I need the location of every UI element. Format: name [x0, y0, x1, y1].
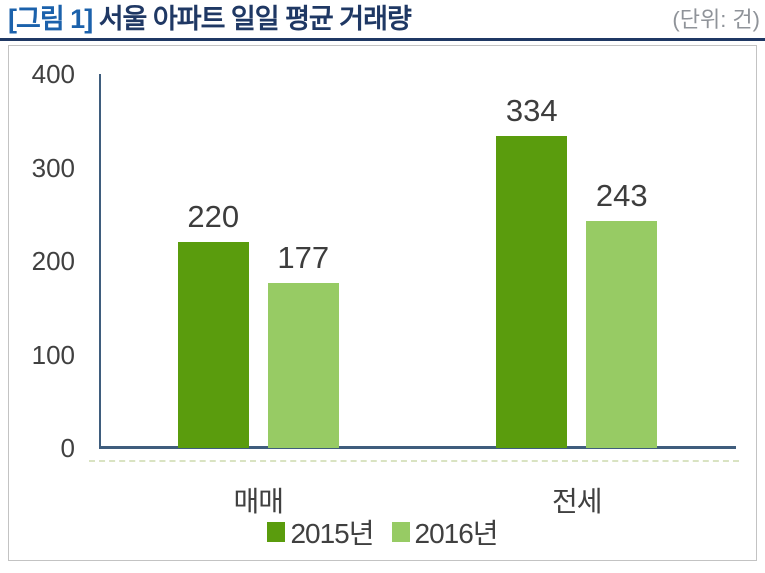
baseline-dashed-line — [89, 460, 739, 462]
title-underline — [0, 38, 765, 41]
x-axis-line — [99, 446, 736, 449]
chart-header: [그림 1] 서울 아파트 일일 평균 거래량 (단위: 건) — [8, 2, 760, 38]
bar-2016년-매매 — [267, 282, 339, 448]
title-text: 서울 아파트 일일 평균 거래량 — [98, 4, 412, 34]
y-tick-label-400: 400 — [31, 59, 75, 89]
legend: 2015년 2016년 — [9, 512, 756, 552]
category-label-매매: 매매 — [233, 486, 284, 517]
bar-2015년-매매 — [177, 242, 249, 448]
page-title: [그림 1] 서울 아파트 일일 평균 거래량 — [8, 2, 412, 36]
legend-swatch-2015년 — [267, 522, 286, 542]
legend-item-2015년: 2015년 — [267, 512, 375, 552]
y-tick-label-100: 100 — [31, 339, 75, 370]
y-tick-label-300: 300 — [31, 152, 75, 183]
value-label-2015년-전세: 334 — [505, 92, 558, 128]
legend-item-2016년: 2016년 — [391, 512, 499, 552]
value-label-2015년-매매: 220 — [187, 199, 240, 235]
bar-2015년-전세 — [496, 135, 568, 448]
bar-2016년-전세 — [586, 220, 658, 448]
unit-label: (단위: 건) — [672, 7, 760, 32]
legend-label-2015년: 2015년 — [290, 518, 374, 549]
value-label-2016년-매매: 177 — [277, 239, 330, 275]
y-tick-label-0: 0 — [60, 433, 75, 463]
legend-label-2016년: 2016년 — [414, 518, 499, 549]
chart-frame: 0 100 200 300 400 220 177 334 243 매매 전세 2015년 201… — [8, 45, 757, 561]
figure-number: [그림 1] — [8, 4, 93, 34]
category-label-전세: 전세 — [551, 486, 603, 517]
y-tick-label-200: 200 — [31, 246, 75, 276]
value-label-2016년-전세: 243 — [595, 177, 648, 213]
legend-swatch-2016년 — [391, 522, 410, 542]
y-axis-line — [99, 74, 101, 449]
